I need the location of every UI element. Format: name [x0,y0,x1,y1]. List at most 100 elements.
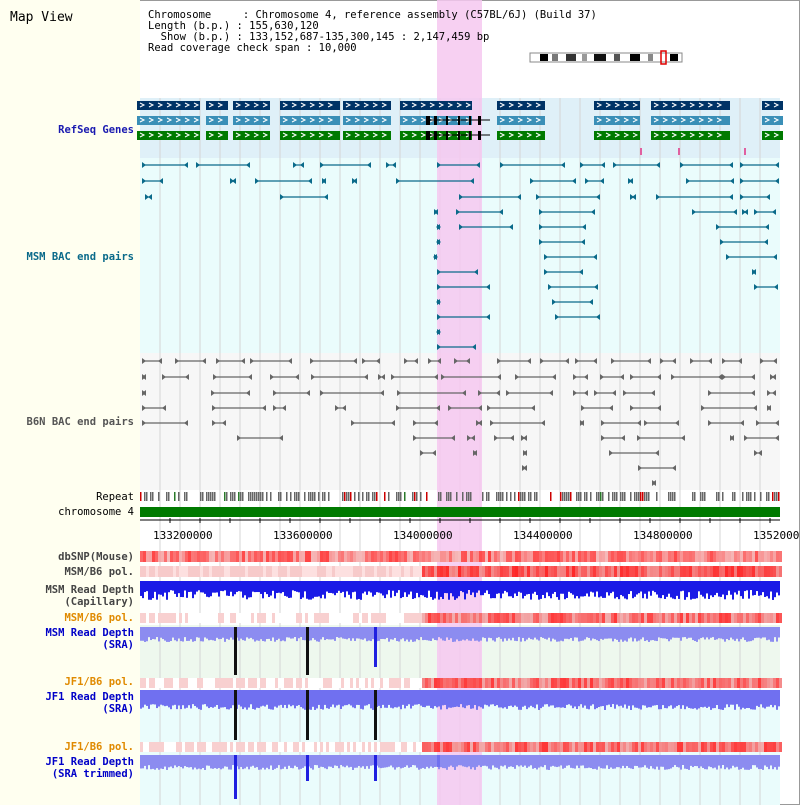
depth-bar [428,627,430,641]
depth-bar [188,690,190,706]
track-label-msm-depth-cap[interactable]: MSM Read Depth [45,584,134,596]
depth-bar [324,627,326,641]
b6n-bac-pair-end [248,374,252,380]
heat-cell [341,742,344,752]
depth-spike [374,627,377,667]
depth-bar [606,627,608,639]
depth-bar [404,690,406,709]
depth-bar [302,627,304,641]
heat-cell [326,742,329,752]
depth-bar [202,581,204,593]
track-label-msm-bac[interactable]: MSM BAC end pairs [26,251,134,263]
depth-bar [426,627,428,641]
heat-cell [743,678,746,688]
track-label-repeat[interactable]: Repeat [96,491,134,503]
heat-cell [671,742,674,752]
page-title: Map View [10,10,73,25]
b6n-bac-pair-end [638,465,642,471]
depth-bar [720,627,722,639]
depth-bar [266,755,268,768]
track-label-jf1-depth-trim[interactable]: JF1 Read Depth [45,756,134,768]
heat-cell [731,566,734,577]
depth-bar [526,690,528,710]
depth-bar [652,755,654,769]
track-label-b6n-bac[interactable]: B6N BAC end pairs [26,416,134,428]
heat-cell [473,566,476,577]
heat-cell [329,551,332,562]
heat-cell [674,613,677,623]
heat-cell [212,613,215,623]
track-label-msm-b6-pol-2[interactable]: MSM/B6 pol. [64,612,134,624]
depth-bar [552,690,554,706]
depth-bar [660,755,662,767]
heat-cell [713,551,716,562]
heat-cell [284,742,287,752]
strand-arrow [508,102,515,108]
depth-bar [216,755,218,769]
strand-arrow [596,117,603,123]
heat-cell [230,551,233,562]
b6n-bac-pair-end [473,450,477,456]
msm-bac-pair-end [613,162,617,168]
depth-bar [578,755,580,769]
depth-bar [618,627,620,642]
heat-cell [707,678,710,688]
heat-cell [779,566,782,577]
depth-bar [568,581,570,592]
heat-cell [350,613,353,623]
heat-cell [515,678,518,688]
heat-cell [335,678,338,688]
depth-bar [410,690,412,709]
depth-bar [738,581,740,591]
track-label-dbsnp[interactable]: dbSNP(Mouse) [58,551,134,563]
depth-bar [492,581,494,599]
heat-cell [260,613,263,623]
b6n-bac-pair-end [580,420,584,426]
heat-cell [380,742,383,752]
depth-bar [534,581,536,592]
repeat-element [692,492,694,501]
depth-bar [536,690,538,705]
depth-bar [688,627,690,638]
heat-cell [557,551,560,562]
msm-bac-pair-end [740,178,744,184]
depth-bar [384,690,386,708]
depth-bar [708,627,710,640]
depth-bar [238,690,240,705]
repeat-element [550,492,552,501]
msm-bac-pair-end [773,254,777,260]
depth-bar [554,690,556,708]
depth-bar [286,581,288,597]
depth-bar [442,690,444,706]
depth-bar [468,690,470,706]
heat-cell [482,742,485,752]
track-label-msm-b6-pol[interactable]: MSM/B6 pol. [64,566,134,578]
heat-cell [458,551,461,562]
heat-cell [716,678,719,688]
heat-cell [167,551,170,562]
depth-bar [774,690,776,706]
track-label-jf1-depth-sra[interactable]: JF1 Read Depth [45,691,134,703]
track-label-msm-depth-sra[interactable]: MSM Read Depth [45,627,134,639]
heat-cell [587,742,590,752]
heat-cell [200,551,203,562]
heat-cell [767,742,770,752]
heat-cell [584,551,587,562]
track-label-jf1-b6-pol-2[interactable]: JF1/B6 pol. [64,741,134,753]
heat-cell [416,678,419,688]
heat-cell [374,678,377,688]
heat-cell [674,551,677,562]
heat-cell [203,678,206,688]
repeat-element [342,492,344,501]
depth-bar [250,581,252,598]
depth-bar [428,755,430,769]
depth-bar [772,581,774,600]
track-label-jf1-b6-pol[interactable]: JF1/B6 pol. [64,676,134,688]
depth-bar [750,581,752,591]
depth-bar [416,581,418,593]
strand-arrow [535,117,542,123]
track-label-refseq[interactable]: RefSeq Genes [58,124,134,136]
depth-bar [314,755,316,766]
strand-arrow [517,102,524,108]
